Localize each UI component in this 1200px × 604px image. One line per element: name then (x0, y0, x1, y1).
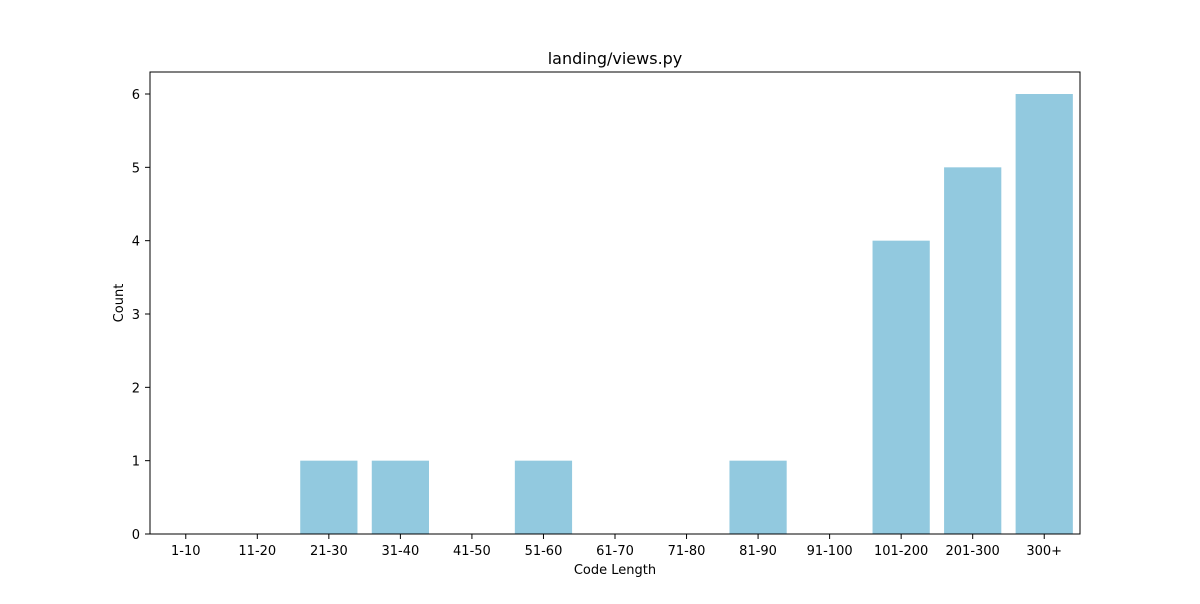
bars-group (300, 94, 1073, 535)
y-axis-label: Count (112, 284, 127, 323)
y-tick-label: 3 (132, 308, 140, 323)
x-tick-label: 81-90 (739, 544, 777, 559)
x-tick-label: 31-40 (381, 544, 419, 559)
x-tick-label: 61-70 (596, 544, 634, 559)
x-tick-label: 300+ (1026, 544, 1062, 559)
x-tick-label: 11-20 (238, 544, 276, 559)
x-tick-label: 201-300 (946, 544, 1000, 559)
chart-title: landing/views.py (548, 49, 683, 68)
plot-frame (149, 71, 1081, 535)
x-tick-label: 21-30 (310, 544, 348, 559)
x-tick-label: 71-80 (668, 544, 706, 559)
bar-51-60 (514, 460, 573, 534)
y-tick-label: 2 (132, 381, 140, 396)
x-tick-label: 1-10 (171, 544, 201, 559)
x-tick-label: 51-60 (525, 544, 563, 559)
x-tick-label: 91-100 (807, 544, 853, 559)
x-axis-label: Code Length (574, 563, 656, 578)
bar-31-40 (371, 460, 429, 534)
y-tick-label: 5 (132, 161, 140, 176)
bar-300+ (1015, 94, 1073, 534)
y-tick-label: 1 (132, 455, 140, 470)
y-ticks-group: 0 1 2 3 4 5 6 (132, 88, 150, 543)
x-ticks-group: 1-10 11-20 21-30 31-40 41-50 51-60 61-70 71-80 8… (171, 534, 1062, 559)
y-tick-label: 4 (132, 235, 140, 250)
bar-101-200 (872, 240, 930, 534)
bar-201-300 (944, 167, 1002, 535)
x-tick-label: 41-50 (453, 544, 491, 559)
y-tick-label: 6 (132, 88, 140, 103)
x-tick-label: 101-200 (874, 544, 928, 559)
bar-21-30 (300, 460, 358, 534)
bar-81-90 (729, 460, 787, 534)
y-tick-label: 0 (132, 528, 140, 543)
